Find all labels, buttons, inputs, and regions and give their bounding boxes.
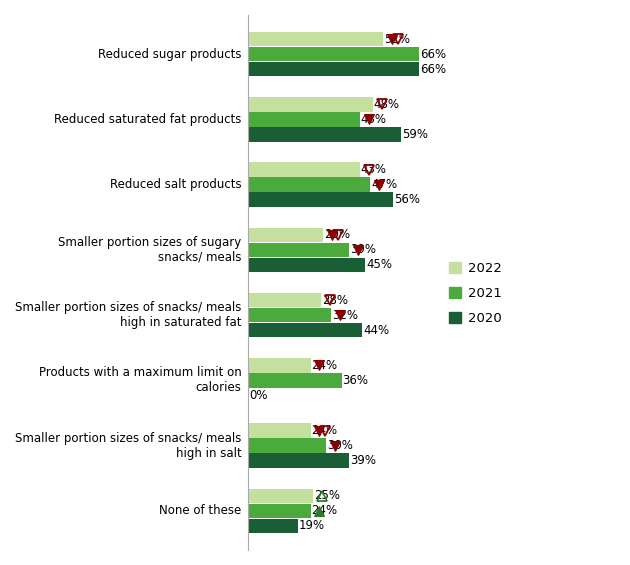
Bar — [248, 112, 360, 127]
Bar — [248, 373, 341, 388]
Bar — [248, 423, 311, 438]
Text: 39%: 39% — [350, 454, 376, 467]
Text: 24%: 24% — [312, 424, 338, 437]
Text: 59%: 59% — [402, 128, 428, 141]
Text: 25%: 25% — [314, 489, 340, 502]
Bar — [248, 177, 370, 192]
Text: 45%: 45% — [366, 258, 392, 271]
Bar — [248, 323, 362, 337]
Text: 44%: 44% — [364, 324, 389, 337]
Text: 48%: 48% — [374, 98, 399, 111]
Bar — [248, 32, 383, 46]
Text: 28%: 28% — [322, 294, 348, 307]
Text: 52%: 52% — [384, 33, 410, 46]
Text: 24%: 24% — [312, 359, 338, 372]
Bar — [248, 258, 365, 272]
Text: 36%: 36% — [343, 374, 369, 387]
Bar — [248, 454, 350, 468]
Text: 0%: 0% — [249, 389, 268, 402]
Text: 29%: 29% — [324, 228, 351, 241]
Text: 32%: 32% — [332, 308, 358, 321]
Bar — [248, 308, 331, 322]
Bar — [248, 193, 393, 207]
Bar — [248, 97, 373, 111]
Bar — [248, 243, 350, 257]
Text: 43%: 43% — [361, 113, 387, 126]
Bar — [248, 358, 311, 372]
Bar — [248, 47, 420, 62]
Bar — [248, 293, 321, 307]
Bar — [248, 489, 313, 503]
Bar — [248, 127, 401, 142]
Bar — [248, 228, 323, 242]
Bar — [248, 163, 360, 177]
Text: 56%: 56% — [394, 193, 420, 206]
Text: 66%: 66% — [420, 63, 447, 76]
Text: 24%: 24% — [312, 505, 338, 518]
Bar — [248, 519, 297, 533]
Text: 19%: 19% — [299, 519, 324, 532]
Text: 47%: 47% — [371, 178, 398, 191]
Text: 43%: 43% — [361, 163, 387, 176]
Bar — [248, 62, 420, 76]
Text: 39%: 39% — [350, 244, 376, 257]
Text: 66%: 66% — [420, 47, 447, 60]
Text: 30%: 30% — [327, 439, 353, 452]
Bar — [248, 503, 311, 518]
Bar — [248, 438, 326, 453]
Legend: 2022, 2021, 2020: 2022, 2021, 2020 — [449, 262, 501, 325]
